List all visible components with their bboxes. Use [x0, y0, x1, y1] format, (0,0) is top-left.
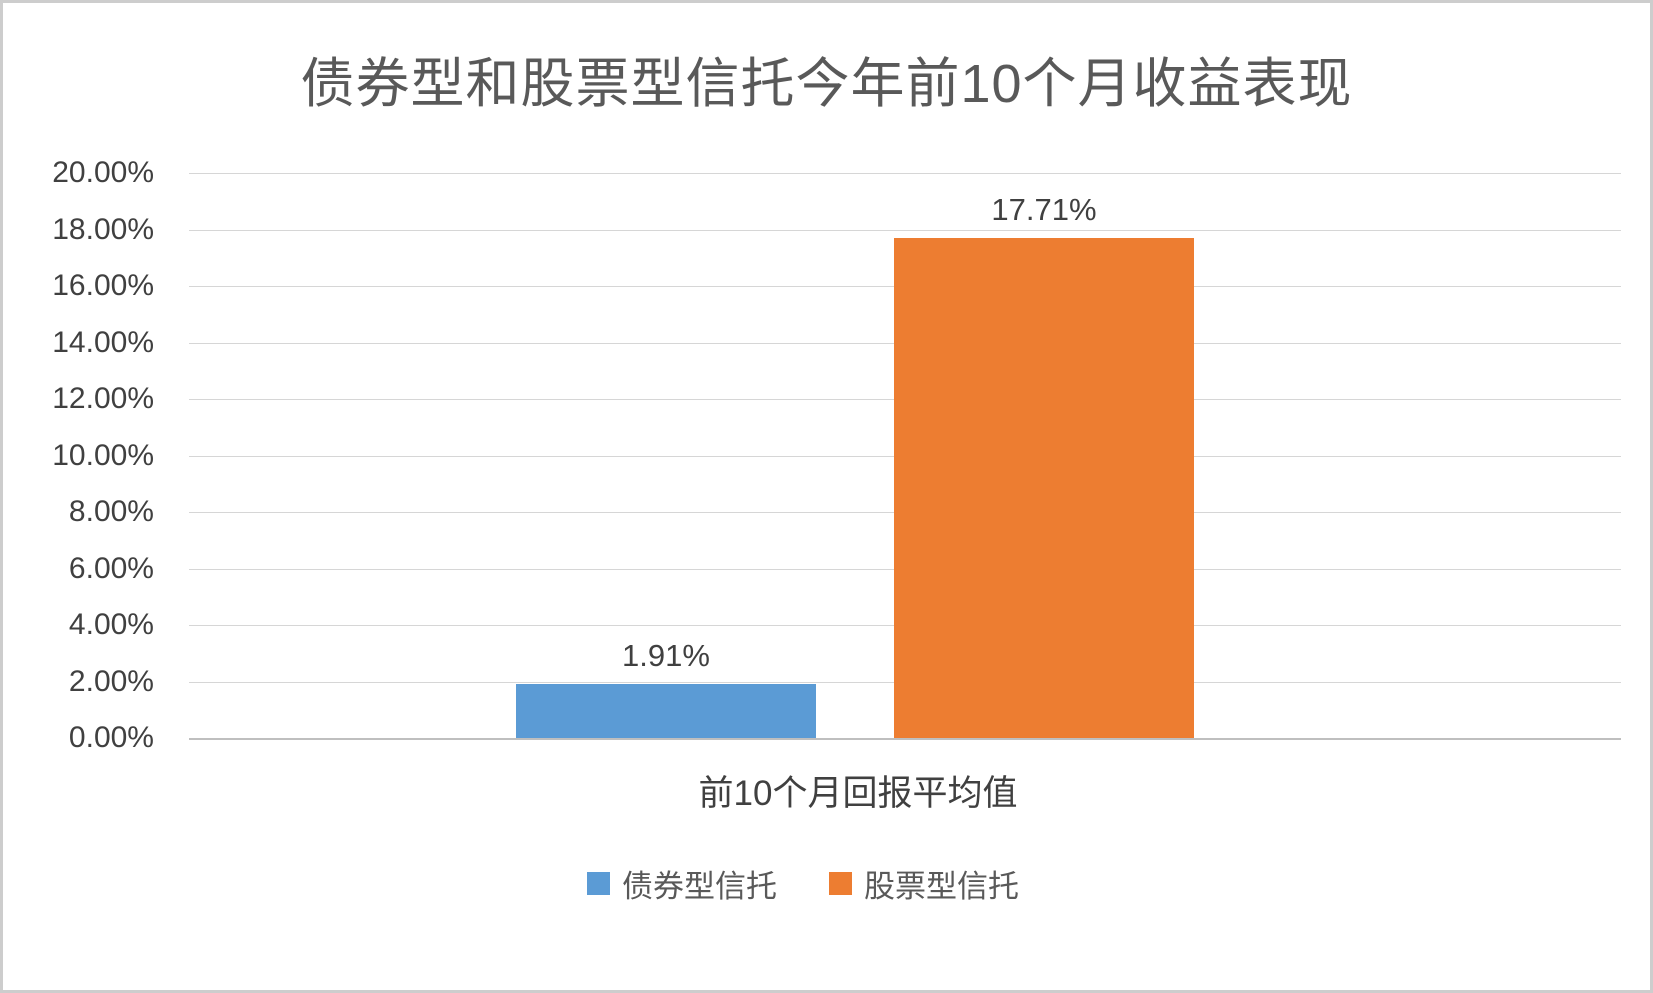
legend-swatch-icon [829, 872, 852, 895]
bar-stock-trust [894, 237, 1194, 738]
bar-bond-trust [516, 684, 816, 738]
chart-title: 债券型和股票型信托今年前10个月收益表现 [300, 54, 1353, 114]
x-axis-line [189, 738, 1621, 740]
legend-swatch-icon [587, 872, 610, 895]
gridline [189, 229, 1621, 231]
y-tick-label: 6.00% [68, 551, 154, 585]
x-axis-category-label: 前10个月回报平均值 [698, 774, 1018, 813]
y-tick-label: 12.00% [52, 382, 154, 415]
y-tick-label: 0.00% [68, 721, 154, 754]
legend-item-stock-trust: 股票型信托 [829, 861, 1019, 906]
gridline [189, 173, 1621, 174]
legend-label: 股票型信托 [864, 869, 1019, 904]
y-tick-label: 18.00% [52, 212, 154, 246]
bar-data-label: 17.71% [991, 191, 1097, 227]
y-tick-label: 10.00% [52, 438, 154, 472]
bar-data-label: 1.91% [622, 638, 710, 674]
y-tick-label: 20.00% [52, 156, 154, 189]
legend: 债券型信托 股票型信托 [3, 861, 1603, 906]
y-tick-label: 2.00% [68, 664, 154, 698]
y-tick-label: 8.00% [68, 495, 154, 528]
y-tick-label: 16.00% [52, 269, 154, 302]
y-tick-label: 4.00% [68, 608, 154, 641]
legend-label: 债券型信托 [622, 869, 777, 904]
y-tick-label: 14.00% [52, 325, 154, 359]
legend-item-bond-trust: 债券型信托 [587, 861, 777, 906]
